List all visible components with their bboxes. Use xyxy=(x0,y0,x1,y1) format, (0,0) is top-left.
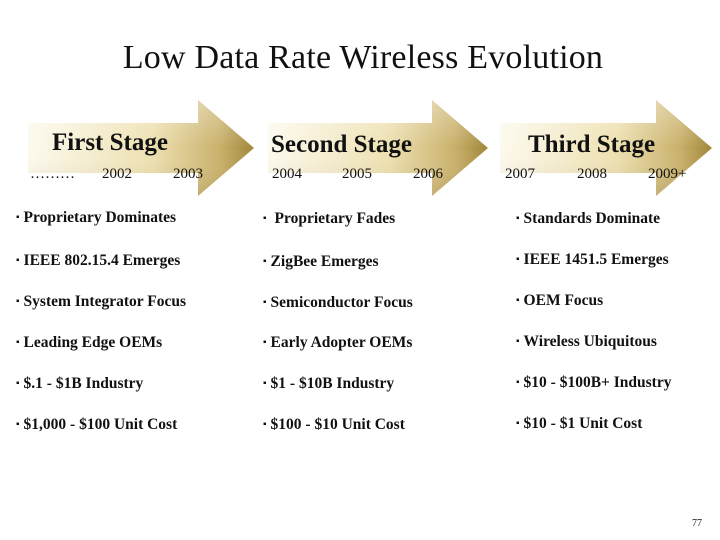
bullet-marker: ▪ xyxy=(516,295,520,306)
bullet-item: ▪ Proprietary Dominates xyxy=(16,209,177,226)
year-label: 2009+ xyxy=(648,166,687,182)
bullet-item: ▪ IEEE 802.15.4 Emerges xyxy=(16,252,181,269)
bullet-marker: ▪ xyxy=(263,213,267,224)
bullet-marker: ▪ xyxy=(16,255,20,266)
year-label: 2003 xyxy=(173,166,203,182)
year-label: 2004 xyxy=(272,166,302,182)
bullet-item: ▪ $.1 - $1B Industry xyxy=(16,375,144,392)
bullet-item: ▪ $10 - $100B+ Industry xyxy=(516,374,672,391)
stage-title-second: Second Stage xyxy=(271,131,412,158)
page-number: 77 xyxy=(692,518,702,529)
bullet-item: ▪ Proprietary Fades xyxy=(263,210,396,227)
bullet-marker: ▪ xyxy=(263,378,267,389)
bullet-marker: ▪ xyxy=(516,418,520,429)
bullet-item: ▪ Early Adopter OEMs xyxy=(263,334,413,351)
year-label: 2007 xyxy=(505,166,535,182)
year-label: ……… xyxy=(30,166,75,182)
bullet-marker: ▪ xyxy=(263,297,267,308)
bullet-item: ▪ IEEE 1451.5 Emerges xyxy=(516,251,669,268)
bullet-item: ▪ OEM Focus xyxy=(516,292,604,309)
bullet-marker: ▪ xyxy=(16,296,20,307)
stage-title-first: First Stage xyxy=(52,129,168,156)
year-label: 2008 xyxy=(577,166,607,182)
bullet-marker: ▪ xyxy=(16,337,20,348)
bullet-marker: ▪ xyxy=(263,256,267,267)
year-label: 2002 xyxy=(102,166,132,182)
bullet-item: ▪ $10 - $1 Unit Cost xyxy=(516,415,643,432)
bullet-item: ▪ $1 - $10B Industry xyxy=(263,375,395,392)
bullet-marker: ▪ xyxy=(16,419,20,430)
bullet-item: ▪ $100 - $10 Unit Cost xyxy=(263,416,405,433)
bullet-marker: ▪ xyxy=(16,212,20,223)
bullet-marker: ▪ xyxy=(516,336,520,347)
bullet-item: ▪ Standards Dominate xyxy=(516,210,661,227)
year-label: 2006 xyxy=(413,166,443,182)
bullet-marker: ▪ xyxy=(16,378,20,389)
bullet-marker: ▪ xyxy=(263,337,267,348)
stage-title-third: Third Stage xyxy=(528,131,656,158)
bullet-marker: ▪ xyxy=(516,213,520,224)
bullet-marker: ▪ xyxy=(516,254,520,265)
bullet-item: ▪ $1,000 - $100 Unit Cost xyxy=(16,416,178,433)
bullet-marker: ▪ xyxy=(516,377,520,388)
bullet-item: ▪ Leading Edge OEMs xyxy=(16,334,163,351)
bullet-marker: ▪ xyxy=(263,419,267,430)
year-label: 2005 xyxy=(342,166,372,182)
bullet-item: ▪ System Integrator Focus xyxy=(16,293,186,310)
bullet-item: ▪ Wireless Ubiquitous xyxy=(516,333,657,350)
bullet-item: ▪ ZigBee Emerges xyxy=(263,253,379,270)
slide-title: Low Data Rate Wireless Evolution xyxy=(122,39,604,76)
bullet-item: ▪ Semiconductor Focus xyxy=(263,294,413,311)
